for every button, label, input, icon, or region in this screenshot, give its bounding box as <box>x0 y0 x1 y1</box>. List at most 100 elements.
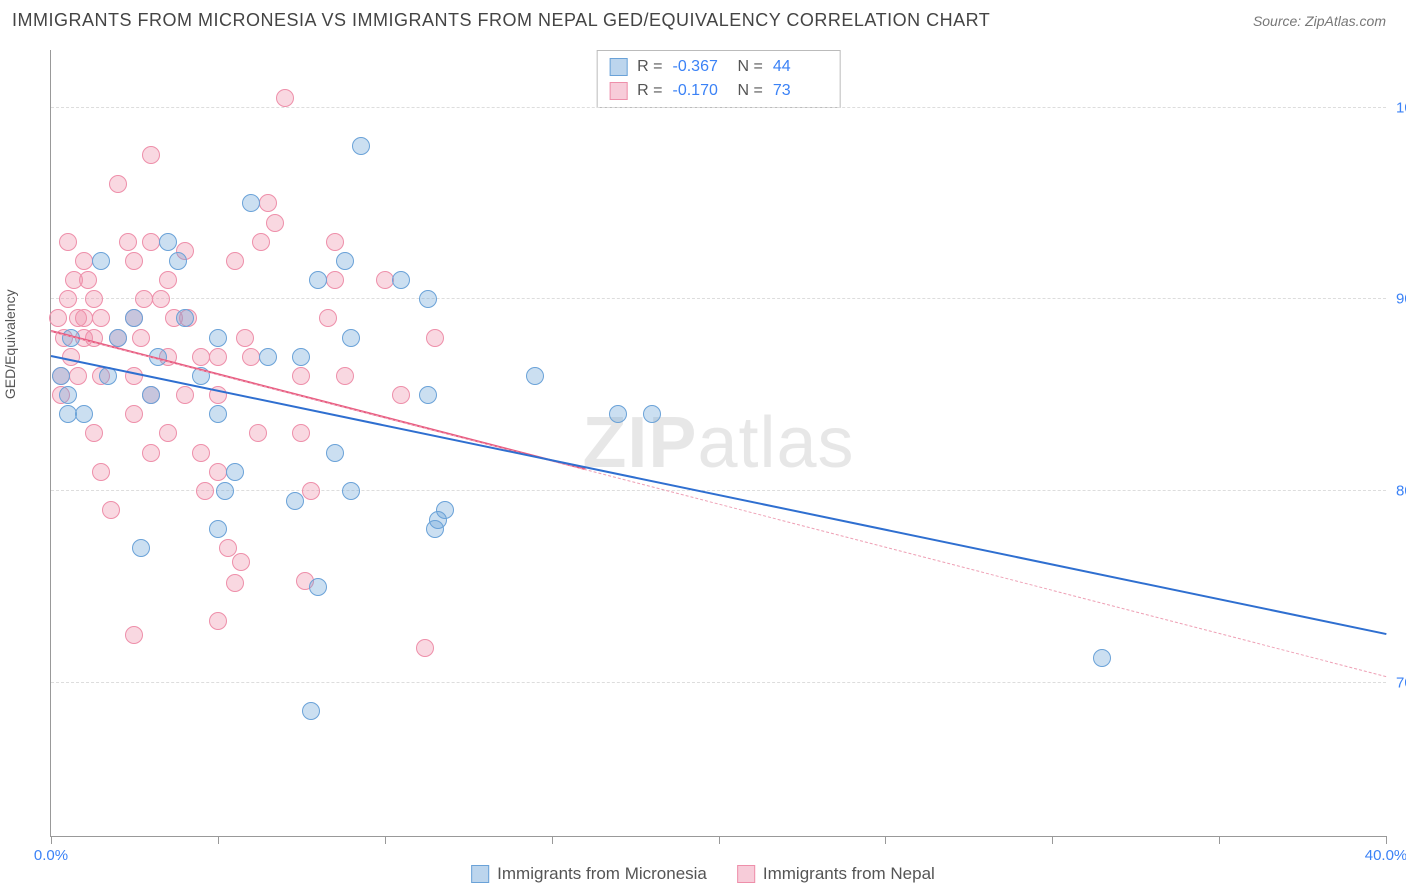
data-point <box>336 252 354 270</box>
legend-label-1: Immigrants from Micronesia <box>497 864 707 884</box>
data-point <box>142 386 160 404</box>
gridline <box>51 682 1386 683</box>
data-point <box>75 405 93 423</box>
data-point <box>176 309 194 327</box>
y-axis-label: GED/Equivalency <box>2 289 18 399</box>
data-point <box>376 271 394 289</box>
data-point <box>336 367 354 385</box>
data-point <box>196 482 214 500</box>
gridline <box>51 490 1386 491</box>
data-point <box>159 424 177 442</box>
data-point <box>59 290 77 308</box>
trend-line <box>51 331 1386 677</box>
x-tick-label: 40.0% <box>1365 847 1406 864</box>
data-point <box>226 574 244 592</box>
data-point <box>326 233 344 251</box>
data-point <box>159 233 177 251</box>
data-point <box>62 348 80 366</box>
data-point <box>176 386 194 404</box>
x-tick <box>885 836 886 844</box>
data-point <box>92 252 110 270</box>
data-point <box>169 252 187 270</box>
legend-row-series1: R =-0.367 N =44 <box>609 55 828 79</box>
data-point <box>302 482 320 500</box>
legend-label-2: Immigrants from Nepal <box>763 864 935 884</box>
source-label: Source: ZipAtlas.com <box>1253 13 1386 29</box>
data-point <box>135 290 153 308</box>
data-point <box>326 444 344 462</box>
data-point <box>309 578 327 596</box>
data-point <box>209 329 227 347</box>
data-point <box>125 252 143 270</box>
data-point <box>132 539 150 557</box>
data-point <box>119 233 137 251</box>
data-point <box>75 309 93 327</box>
data-point <box>79 271 97 289</box>
data-point <box>416 639 434 657</box>
data-point <box>92 463 110 481</box>
y-tick-label: 80.0% <box>1396 482 1406 499</box>
data-point <box>209 520 227 538</box>
x-tick <box>1052 836 1053 844</box>
data-point <box>242 348 260 366</box>
data-point <box>226 252 244 270</box>
data-point <box>209 348 227 366</box>
legend-item-1: Immigrants from Micronesia <box>471 864 707 884</box>
data-point <box>392 386 410 404</box>
data-point <box>309 271 327 289</box>
data-point <box>59 386 77 404</box>
data-point <box>319 309 337 327</box>
x-tick <box>218 836 219 844</box>
data-point <box>209 463 227 481</box>
n-value-1: 44 <box>773 55 828 79</box>
x-tick <box>1219 836 1220 844</box>
data-point <box>242 194 260 212</box>
data-point <box>142 444 160 462</box>
chart-header: IMMIGRANTS FROM MICRONESIA VS IMMIGRANTS… <box>0 0 1406 37</box>
data-point <box>159 271 177 289</box>
n-value-2: 73 <box>773 79 828 103</box>
data-point <box>125 405 143 423</box>
data-point <box>419 290 437 308</box>
data-point <box>132 329 150 347</box>
data-point <box>209 405 227 423</box>
series-legend: Immigrants from Micronesia Immigrants fr… <box>471 864 935 884</box>
data-point <box>59 405 77 423</box>
data-point <box>526 367 544 385</box>
data-point <box>249 424 267 442</box>
data-point <box>142 233 160 251</box>
y-tick-label: 90.0% <box>1396 291 1406 308</box>
data-point <box>125 309 143 327</box>
data-point <box>1093 649 1111 667</box>
data-point <box>392 271 410 289</box>
data-point <box>292 424 310 442</box>
x-tick <box>552 836 553 844</box>
data-point <box>152 290 170 308</box>
x-tick <box>719 836 720 844</box>
legend-row-series2: R =-0.170 N =73 <box>609 79 828 103</box>
data-point <box>609 405 627 423</box>
data-point <box>209 612 227 630</box>
data-point <box>216 482 234 500</box>
data-point <box>226 463 244 481</box>
data-point <box>252 233 270 251</box>
data-point <box>643 405 661 423</box>
data-point <box>232 553 250 571</box>
correlation-legend: R =-0.367 N =44 R =-0.170 N =73 <box>596 50 841 108</box>
data-point <box>49 309 67 327</box>
data-point <box>302 702 320 720</box>
data-point <box>69 367 87 385</box>
data-point <box>292 367 310 385</box>
data-point <box>419 386 437 404</box>
chart-plot-area: ZIPatlas R =-0.367 N =44 R =-0.170 N =73… <box>50 50 1386 837</box>
data-point <box>92 309 110 327</box>
x-tick <box>51 836 52 844</box>
data-point <box>266 214 284 232</box>
y-tick-label: 70.0% <box>1396 674 1406 691</box>
x-tick <box>1386 836 1387 844</box>
x-tick-label: 0.0% <box>34 847 68 864</box>
data-point <box>436 501 454 519</box>
data-point <box>142 146 160 164</box>
r-value-1: -0.367 <box>673 55 728 79</box>
swatch-series1 <box>609 58 627 76</box>
